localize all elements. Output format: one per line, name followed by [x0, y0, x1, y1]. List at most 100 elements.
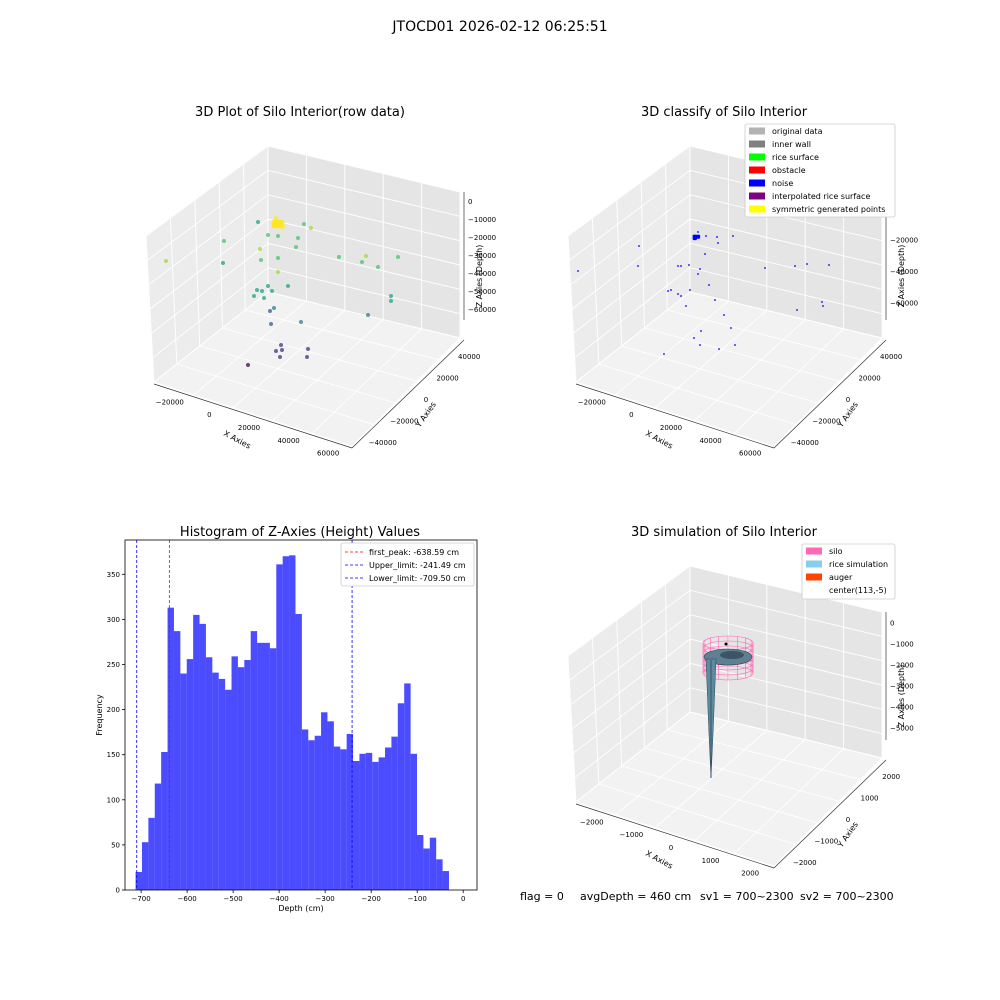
y-tick-label: 2000 — [882, 773, 900, 781]
y-tick-label: −2000 — [793, 859, 817, 867]
data-point — [258, 247, 262, 251]
y-tick-label: 100 — [107, 796, 120, 804]
noise-point — [697, 231, 699, 233]
x-tick-label: 2000 — [741, 870, 759, 878]
histogram-bars — [135, 555, 449, 890]
histogram-bar — [237, 667, 245, 890]
x-tick-label: −1000 — [620, 831, 644, 839]
histogram-bar — [148, 817, 155, 890]
data-point — [294, 245, 298, 249]
histogram-bar — [359, 753, 366, 890]
y-axis-label: Y Axies — [835, 400, 860, 430]
noise-point — [667, 290, 669, 292]
noise-point — [677, 265, 679, 267]
data-point — [278, 355, 282, 359]
chart1-title: 3D Plot of Silo Interior(row data) — [195, 105, 405, 120]
data-point — [259, 258, 263, 262]
y-tick-label: 150 — [107, 751, 120, 759]
legend-label: original data — [772, 127, 823, 136]
x-tick-label: 0 — [461, 895, 465, 903]
x-tick-label: 40000 — [699, 437, 721, 445]
histogram-bar — [257, 642, 264, 890]
histogram-bar — [353, 761, 360, 890]
x-tick-label: 40000 — [277, 437, 299, 445]
y-tick-label: −20000 — [390, 418, 418, 426]
data-point — [266, 284, 270, 288]
histogram-bar — [161, 751, 168, 890]
z-tick-label: −4000 — [890, 704, 914, 712]
status-avg-depth: avgDepth = 460 cm — [580, 890, 691, 903]
histogram-bar — [385, 747, 392, 890]
chart3-histogram: −700 −600 −500 −400 −300 −200 −100 0 0 50 100 150 2… — [95, 539, 478, 913]
z-tick-label: −60000 — [890, 299, 918, 307]
figure-suptitle: JTOCD01 2026-02-12 06:25:51 — [391, 19, 607, 35]
histogram-bar — [199, 623, 206, 890]
x-tick-label: 0 — [669, 844, 673, 852]
noise-point — [685, 305, 687, 307]
y-tick-label: 40000 — [880, 353, 902, 361]
chart4-legend: silo rice simulation auger center(113,-5) — [801, 543, 896, 600]
noise-point — [677, 293, 679, 295]
legend-label: inner wall — [772, 140, 811, 149]
noise-point — [764, 267, 766, 269]
z-tick-label: −3000 — [890, 683, 914, 691]
data-point — [302, 222, 306, 226]
noise-point — [688, 264, 690, 266]
histogram-bar — [397, 703, 405, 890]
data-point — [296, 236, 300, 240]
z-tick-label: −40000 — [890, 268, 918, 276]
data-point — [256, 220, 260, 224]
y-tick-label: 50 — [111, 841, 120, 849]
legend-label: rice simulation — [829, 560, 888, 569]
noise-point — [821, 301, 823, 303]
histogram-bar — [193, 614, 200, 890]
x-tick-label: 0 — [629, 411, 633, 419]
data-point — [274, 216, 278, 220]
histogram-bar — [321, 712, 328, 890]
data-point — [299, 320, 303, 324]
x-axis-label: X Axies — [644, 429, 674, 451]
x-tick-label: 20000 — [238, 424, 260, 432]
histogram-reference-lines — [136, 540, 353, 890]
legend-swatch — [749, 140, 765, 148]
histogram-bar — [416, 834, 424, 890]
histogram-bar — [295, 613, 302, 890]
z-tick-label: 0 — [890, 620, 894, 628]
data-point — [276, 256, 280, 260]
noise-point — [638, 245, 640, 247]
histogram-bar — [244, 659, 251, 890]
status-sv2: sv2 = 700~2300 — [800, 890, 894, 903]
legend-label: silo — [829, 547, 843, 556]
x-tick-label: 0 — [207, 411, 211, 419]
y-tick-label: 0 — [846, 816, 850, 824]
histogram-bar — [289, 555, 296, 890]
noise-point — [700, 330, 702, 332]
noise-point — [796, 309, 798, 311]
data-point — [270, 289, 274, 293]
histogram-bar — [186, 659, 194, 890]
x-tick-label: −500 — [224, 895, 243, 903]
noise-point — [716, 236, 718, 238]
rice-simulation-surface — [703, 648, 753, 779]
legend-swatch — [749, 179, 765, 187]
legend-label: obstacle — [772, 166, 806, 175]
legend-swatch — [749, 192, 765, 200]
noise-point — [699, 344, 701, 346]
data-point — [266, 233, 270, 237]
data-point — [306, 347, 310, 351]
z-tick-label: −2000 — [890, 662, 914, 670]
histogram-bar — [308, 740, 315, 890]
legend-label: rice surface — [772, 153, 819, 162]
x-axis-line — [153, 383, 353, 449]
histogram-bar — [154, 783, 162, 890]
z-tick-label: −10000 — [468, 216, 496, 224]
y-axis-label: Y Axies — [835, 820, 860, 850]
noise-point — [577, 270, 579, 272]
histogram-bar — [404, 683, 411, 890]
data-point — [279, 343, 283, 347]
data-point — [337, 255, 341, 259]
z-tick-label: −60000 — [468, 306, 496, 314]
data-point — [276, 270, 280, 274]
grid-lines — [567, 145, 883, 447]
histogram-ylabel: Frequency — [95, 694, 104, 736]
